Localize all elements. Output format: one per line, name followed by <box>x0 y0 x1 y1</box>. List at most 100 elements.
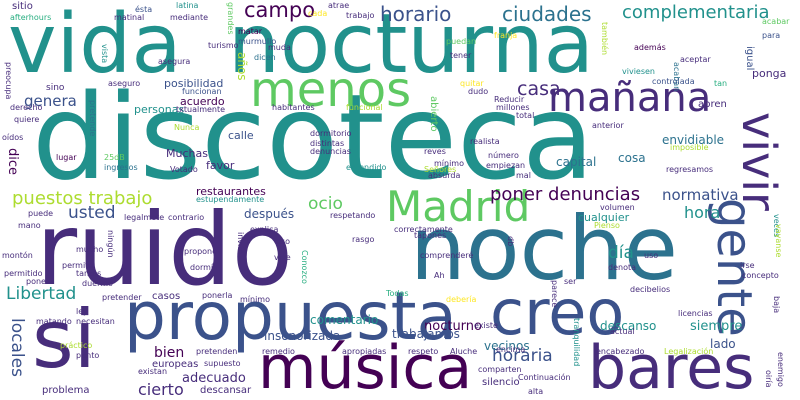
cloud-word: trabajo <box>346 11 375 20</box>
cloud-word: acuerdo <box>180 95 225 108</box>
cloud-word: tantos <box>76 269 102 278</box>
cloud-word: murmullo <box>238 37 277 46</box>
cloud-word: Pienso <box>594 221 620 230</box>
cloud-word: ley <box>76 307 88 316</box>
cloud-word: quiere <box>14 115 40 124</box>
cloud-word: muda <box>268 43 291 52</box>
cloud-word: después <box>244 207 295 221</box>
cloud-word: Continuación <box>518 373 571 382</box>
cloud-word: ocio <box>308 194 343 214</box>
cloud-word: uso <box>644 251 659 260</box>
cloud-word: locales <box>7 318 27 377</box>
cloud-word: pretenden <box>196 347 238 356</box>
cloud-word: grandes <box>226 2 235 35</box>
cloud-word: Muchas <box>166 147 208 160</box>
cloud-word: duermo <box>82 279 113 288</box>
cloud-word: propone <box>184 247 218 256</box>
cloud-word: entendido <box>346 163 387 172</box>
cloud-word: bien <box>154 345 185 361</box>
cloud-word: capital <box>556 155 597 169</box>
cloud-word: campo <box>244 0 316 22</box>
cloud-word: dicen <box>254 53 276 62</box>
cloud-word: invito <box>236 232 245 255</box>
cloud-word: encabezado <box>596 347 645 356</box>
cloud-word: latina <box>176 1 199 10</box>
cloud-word: Reducir <box>494 95 525 104</box>
cloud-word: pretende <box>88 100 97 137</box>
cloud-word: dormitorio <box>310 129 352 138</box>
cloud-word: derecho <box>10 103 43 112</box>
cloud-word: tapones <box>414 231 447 240</box>
cloud-word: igual <box>744 46 755 71</box>
cloud-word: tan <box>714 79 728 88</box>
cloud-word: gente <box>706 198 762 337</box>
cloud-word: comparten <box>478 365 522 374</box>
cloud-word: acabar <box>762 17 790 26</box>
cloud-word: ruido <box>36 191 293 308</box>
cloud-word: mucho <box>76 245 104 254</box>
cloud-word: acaban <box>672 62 681 92</box>
cloud-word: silencio <box>482 377 520 388</box>
cloud-word: veces <box>772 214 781 238</box>
cloud-word: discoteca <box>32 68 595 206</box>
cloud-word: usted <box>68 203 116 223</box>
cloud-word: puestos trabajo <box>12 188 153 209</box>
cloud-word: casos <box>152 291 181 302</box>
cloud-word: controlada <box>652 77 695 86</box>
cloud-word: apropiadas <box>342 347 387 356</box>
cloud-word: restaurantes <box>196 185 266 198</box>
cloud-word: años <box>235 52 249 81</box>
cloud-word: mal <box>516 171 531 180</box>
cloud-word: descansar <box>200 385 252 396</box>
cloud-word: favor <box>206 159 235 172</box>
cloud-word: aceptar <box>680 55 711 64</box>
cloud-word: descanso <box>600 319 657 333</box>
cloud-word: bares <box>588 333 755 400</box>
cloud-word: punto <box>76 351 100 360</box>
cloud-word: propuesta <box>124 278 457 355</box>
cloud-word: normativa <box>662 186 739 204</box>
cloud-word: ciudades <box>502 2 592 26</box>
cloud-word: ingresos <box>104 163 138 172</box>
cloud-word: millones <box>496 103 530 112</box>
cloud-word: lugar <box>56 153 77 162</box>
cloud-word: baja <box>772 296 781 314</box>
cloud-word: práctico <box>60 341 93 350</box>
cloud-word: calle <box>228 129 254 142</box>
cloud-word: denota <box>608 263 637 272</box>
cloud-word: legalmete <box>124 213 165 222</box>
cloud-word: db <box>506 236 515 247</box>
cloud-word: habitantes <box>272 103 315 112</box>
cloud-word: mañana <box>548 75 712 121</box>
cloud-word: horaria <box>492 346 553 366</box>
cloud-word: envidiable <box>662 133 725 147</box>
cloud-word: oiría <box>764 370 773 388</box>
cloud-word: alta <box>528 387 544 396</box>
cloud-word: mano <box>18 221 41 230</box>
cloud-word: además <box>634 43 666 52</box>
cloud-word: Todas <box>386 289 409 298</box>
cloud-word: existan <box>138 367 168 376</box>
cloud-word: Ah <box>434 271 445 280</box>
cloud-word: aseguro <box>108 79 141 88</box>
cloud-word: 25dB <box>104 153 125 162</box>
cloud-word: volumen <box>600 203 635 212</box>
cloud-word: complementaria <box>622 2 770 23</box>
cloud-word: Madrid <box>386 182 531 231</box>
cloud-word: oídos <box>2 133 24 142</box>
cloud-word: afterhours <box>10 13 52 22</box>
cloud-word: decibelios <box>630 285 671 294</box>
cloud-word: posibilidad <box>164 77 224 90</box>
cloud-word: mediante <box>170 13 209 22</box>
cloud-word: asegura <box>158 57 191 66</box>
cloud-word: total <box>516 111 535 120</box>
cloud-word: nocturno <box>424 319 482 334</box>
cloud-word: si <box>32 293 96 386</box>
cloud-word: remedio <box>262 347 295 356</box>
cloud-word: imposible <box>670 143 709 152</box>
cloud-word: creo <box>490 276 625 349</box>
cloud-word: ponerla <box>202 291 233 300</box>
cloud-word: concepto <box>742 271 779 280</box>
cloud-word: denuncias <box>310 147 351 156</box>
